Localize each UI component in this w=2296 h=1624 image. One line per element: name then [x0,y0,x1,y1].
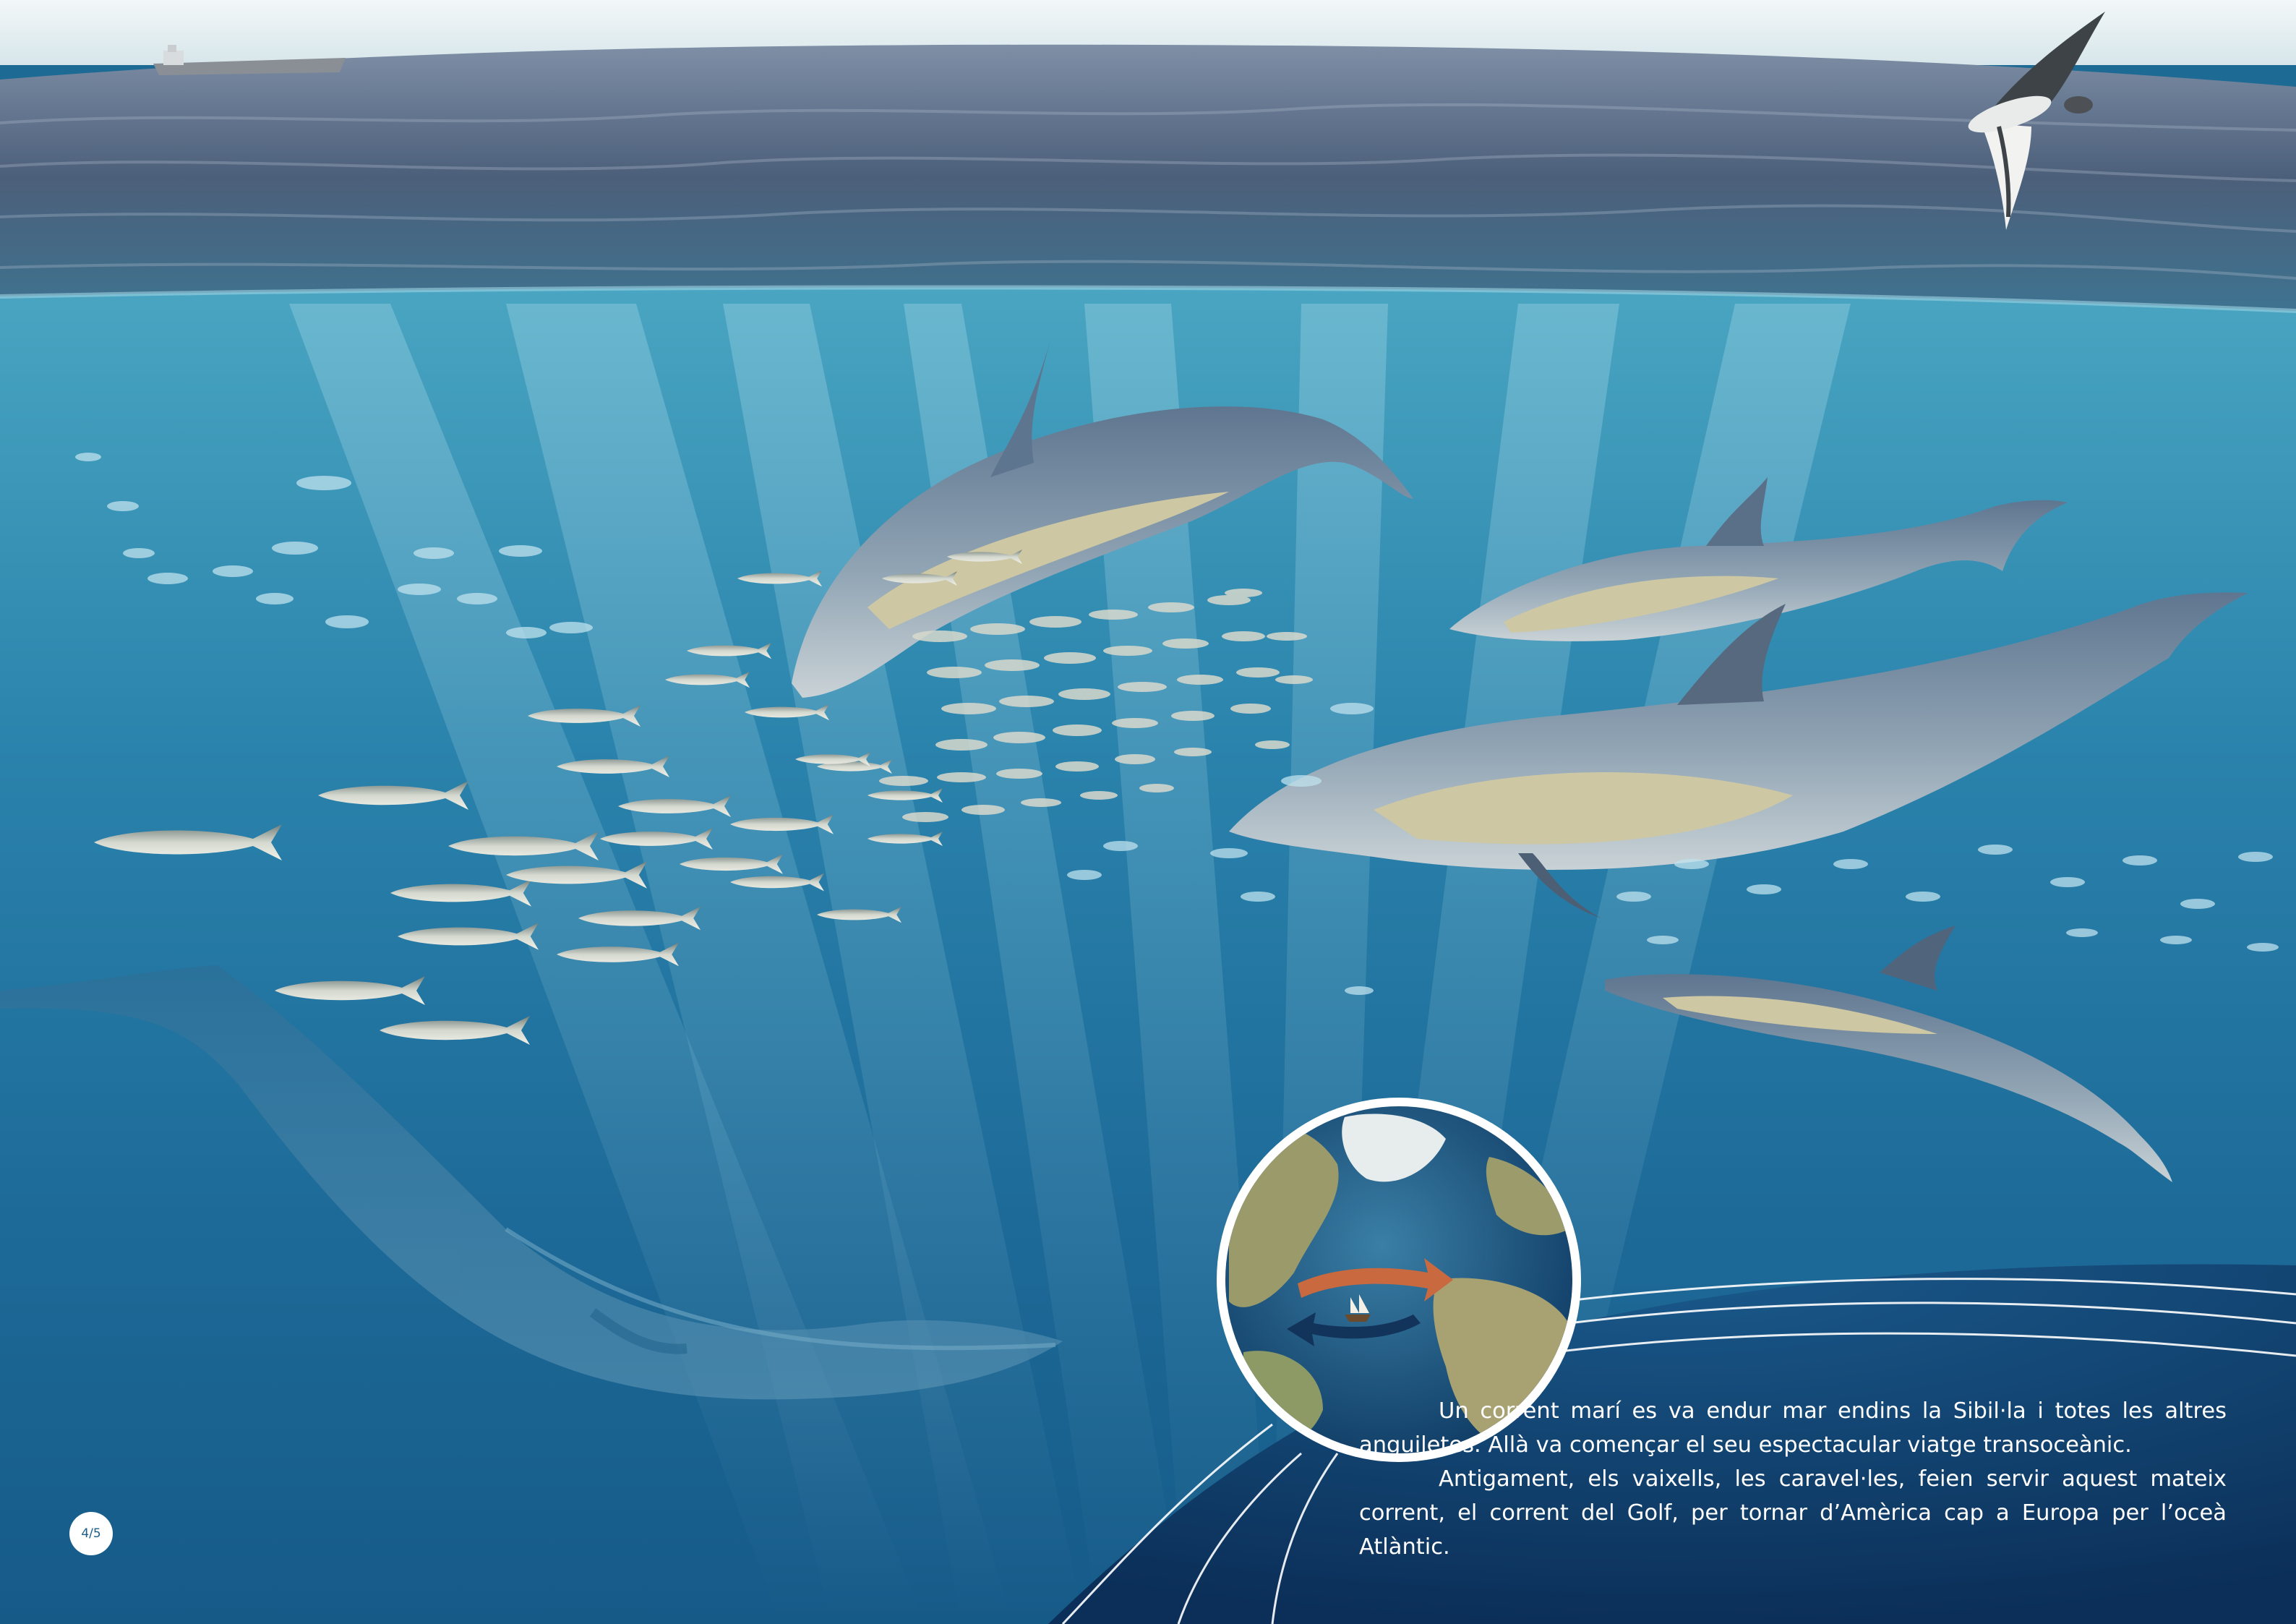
sardine [817,906,901,923]
sardine [390,879,531,907]
sardine [730,814,834,834]
sardine [275,976,425,1005]
sardine [506,861,647,889]
sardine [730,873,824,892]
caravel-icon [1345,1294,1371,1322]
sardine [737,570,822,587]
sardine [868,832,943,846]
gulf-stream-arrow-icon [1298,1258,1453,1302]
sardine [618,795,731,817]
sardine [94,824,282,860]
deep-current-band [1048,1264,2296,1624]
seabird [1968,12,2105,230]
continent-greenland [1342,1114,1446,1182]
sardine [745,704,829,721]
sardine [665,671,750,688]
dolphin-diving [792,322,1413,698]
sardine-school [94,550,1022,1045]
sardine [680,854,783,874]
current-lines [1061,1278,2296,1624]
return-current-arrow-icon [1287,1312,1421,1346]
sardine-school-dense [879,589,1313,822]
story-text: Un corrent marí es va endur mar endins l… [1359,1394,2227,1564]
waterline [0,285,2296,313]
sardine [578,906,701,931]
sardine [868,788,943,803]
ghost-fish [75,453,2279,995]
page-number-badge: 4/5 [69,1512,113,1555]
sardine [687,642,771,659]
sardine [795,752,870,766]
sardine [318,781,468,810]
sardine [448,832,599,860]
story-paragraph-1: Un corrent marí es va endur mar endins l… [1359,1398,2227,1458]
dolphin-right-main [1229,592,2248,918]
sardine [557,942,679,967]
surface-waves [0,103,2296,280]
sardine [882,571,957,586]
sea-surface [0,44,2296,311]
sardine [600,828,713,850]
sardine [528,705,641,727]
cargo-ship [153,45,346,75]
sardine [380,1016,530,1045]
continent-europe [1486,1157,1569,1236]
dolphin-right-bottom [1605,926,2172,1182]
dolphin-right-top [1449,477,2068,641]
whale [0,965,1063,1400]
sardine [947,550,1022,564]
sardine [398,923,539,950]
story-paragraph-2: Antigament, els vaixells, les caravel·le… [1359,1466,2227,1560]
sardine [557,756,669,777]
